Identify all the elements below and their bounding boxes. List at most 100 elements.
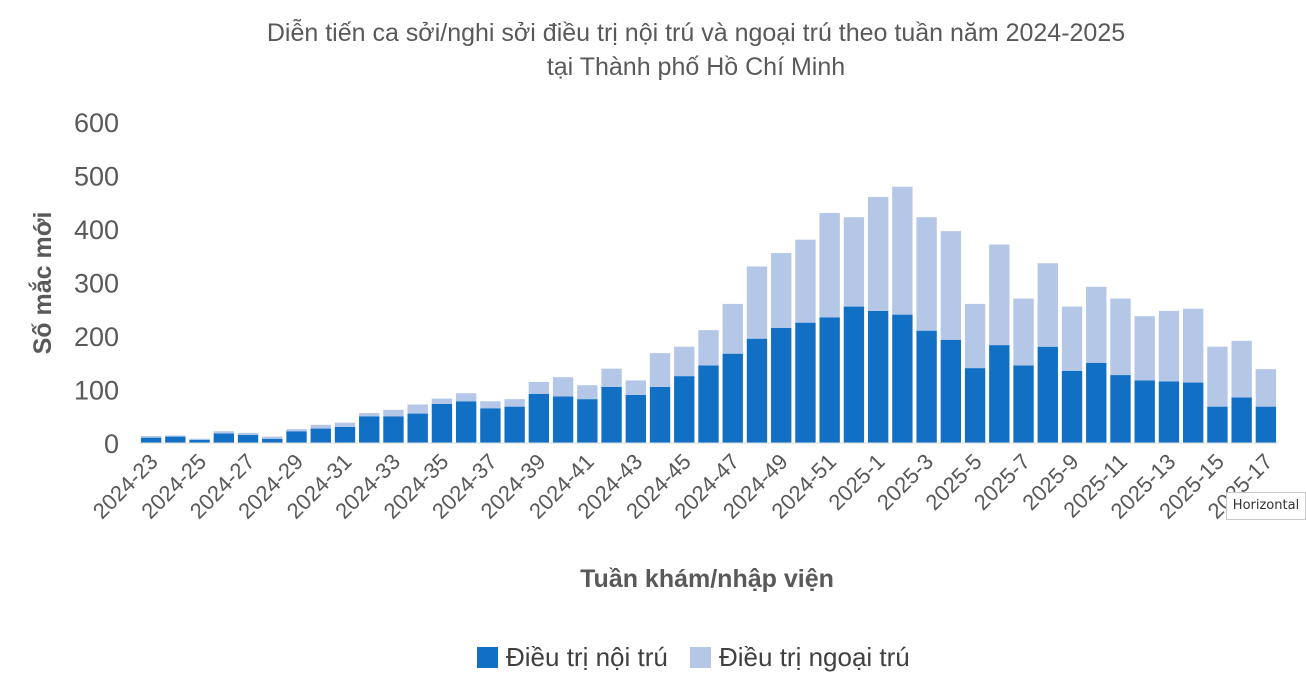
bar-inpatient — [1037, 346, 1058, 443]
bar-inpatient — [964, 368, 986, 443]
legend-swatch-inpatient — [477, 647, 498, 668]
bar-inpatient — [916, 330, 937, 443]
bar-outpatient — [625, 380, 646, 395]
bar-inpatient — [552, 396, 574, 443]
bar-inpatient — [262, 438, 283, 443]
bar-inpatient — [237, 434, 259, 444]
chart-title-line-1: Diễn tiến ca sởi/nghi sởi điều trị nội t… — [267, 18, 1125, 47]
bar-outpatient — [771, 253, 792, 328]
bar-inpatient — [1061, 370, 1083, 443]
y-tick-label: 400 — [74, 215, 119, 245]
bar-outpatient — [867, 196, 889, 311]
bar-outpatient — [916, 217, 937, 331]
bar-inpatient — [1158, 381, 1180, 444]
bar-outpatient — [334, 422, 356, 427]
bar-outpatient — [407, 404, 428, 414]
bar-inpatient — [1255, 406, 1277, 443]
bar-outpatient — [601, 368, 622, 387]
bar-inpatient — [601, 386, 622, 443]
bar-inpatient — [649, 386, 671, 443]
y-axis-title: Số mắc mới — [27, 212, 57, 355]
bar-inpatient — [1134, 380, 1155, 443]
bar-inpatient — [867, 310, 889, 444]
bar-inpatient — [213, 433, 234, 443]
legend-label-inpatient: Điều trị nội trú — [506, 642, 668, 672]
bar-outpatient — [577, 385, 598, 400]
bar-inpatient — [795, 322, 816, 444]
bar-inpatient — [892, 314, 913, 443]
legend: Điều trị nội trú Điều trị ngoại trú — [477, 642, 910, 672]
bar-outpatient — [698, 330, 719, 366]
y-tick-label: 500 — [74, 162, 119, 192]
bar-outpatient — [722, 303, 743, 354]
bar-outpatient — [310, 424, 331, 429]
y-tick-label: 100 — [74, 376, 119, 406]
bar-outpatient — [455, 393, 477, 402]
bar-inpatient — [504, 406, 525, 443]
bar-outpatient — [746, 266, 768, 339]
bar-outpatient — [528, 382, 550, 394]
legend-swatch-outpatient — [690, 647, 711, 668]
bar-outpatient — [1158, 310, 1180, 382]
bar-outpatient — [165, 435, 186, 437]
bar-outpatient — [504, 399, 525, 407]
bar-outpatient — [649, 353, 671, 387]
y-tick-label: 200 — [74, 322, 119, 352]
y-tick-label: 600 — [74, 108, 119, 138]
bar-inpatient — [334, 426, 356, 443]
bar-outpatient — [383, 409, 404, 417]
bar-inpatient — [674, 376, 695, 444]
bar-outpatient — [1037, 263, 1058, 347]
bar-inpatient — [431, 403, 453, 443]
bar-inpatient — [1086, 362, 1107, 443]
bar-inpatient — [722, 353, 743, 443]
bar-inpatient — [625, 394, 646, 443]
legend-label-outpatient: Điều trị ngoại trú — [719, 642, 910, 672]
bar-inpatient — [940, 339, 962, 444]
bar-inpatient — [286, 431, 307, 443]
bars — [140, 186, 1277, 444]
bar-inpatient — [577, 399, 598, 443]
bar-inpatient — [1231, 397, 1252, 443]
bar-outpatient — [1086, 286, 1107, 363]
bar-outpatient — [262, 436, 283, 439]
bar-outpatient — [1110, 298, 1131, 376]
bar-inpatient — [746, 338, 768, 444]
bar-inpatient — [189, 439, 210, 443]
bar-outpatient — [213, 431, 234, 434]
y-tick-label: 0 — [104, 429, 119, 459]
bar-inpatient — [407, 413, 428, 443]
bar-inpatient — [165, 436, 186, 443]
bar-inpatient — [1013, 365, 1034, 444]
x-axis-title: Tuần khám/nhập viện — [580, 565, 834, 593]
bar-inpatient — [771, 327, 792, 444]
bar-outpatient — [1061, 306, 1083, 371]
bar-inpatient — [140, 437, 162, 443]
tooltip-horizontal: Horizontal — [1226, 492, 1306, 520]
bar-outpatient — [1207, 346, 1228, 407]
bar-outpatient — [892, 186, 913, 315]
bar-outpatient — [819, 212, 840, 318]
y-tick-label: 300 — [74, 269, 119, 299]
bar-inpatient — [843, 306, 865, 443]
bar-outpatient — [237, 432, 259, 435]
bar-inpatient — [455, 401, 477, 443]
bar-outpatient — [140, 436, 162, 438]
bar-inpatient — [819, 317, 840, 443]
bar-outpatient — [964, 303, 986, 369]
bar-outpatient — [1013, 298, 1034, 366]
bar-inpatient — [698, 365, 719, 444]
bar-outpatient — [1231, 340, 1252, 398]
bar-outpatient — [286, 429, 307, 432]
x-axis-ticks: 2024-232024-252024-272024-292024-312024-… — [88, 449, 1278, 524]
bar-inpatient — [1207, 406, 1228, 443]
bar-inpatient — [359, 416, 380, 443]
bar-outpatient — [359, 413, 380, 417]
bar-outpatient — [480, 401, 501, 409]
bar-outpatient — [431, 398, 453, 404]
chart-title-line-2: tại Thành phố Hồ Chí Minh — [547, 53, 845, 81]
bar-outpatient — [552, 377, 574, 397]
bar-inpatient — [383, 416, 404, 443]
y-axis-ticks: 0 100 200 300 400 500 600 — [74, 108, 119, 459]
